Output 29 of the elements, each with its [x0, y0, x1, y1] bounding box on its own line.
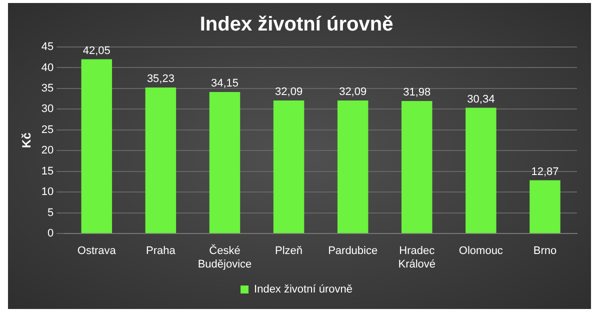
y-tick-label: 30 [41, 103, 54, 116]
x-tick-label: Hradec Králové [398, 245, 436, 270]
y-tick-label: 35 [41, 82, 54, 94]
y-tick-label: 20 [41, 144, 54, 157]
text: 12,87 [531, 166, 559, 178]
text: 30,34 [467, 93, 495, 106]
text: 31,98 [403, 86, 431, 99]
y-tick-label: 15 [41, 165, 54, 178]
y-tick-label: 5 [48, 206, 54, 219]
y-tick-label: 45 [41, 41, 54, 54]
x-tick-label: Brno [533, 245, 557, 258]
text: 42,05 [82, 44, 110, 57]
x-tick-label: Plzeň [275, 245, 303, 258]
text: 34,15 [210, 78, 239, 90]
x-tick-label: České Budějovice [198, 244, 252, 270]
text: 35,23 [146, 73, 174, 86]
x-tick-label: Olomouc [458, 245, 504, 258]
y-tick-label: 40 [41, 62, 54, 74]
x-tick-label: Praha [146, 245, 176, 258]
y-tick-label: 10 [41, 186, 54, 198]
y-axis-title: Kč [20, 132, 34, 148]
chart-title: Index životní úrovně [200, 14, 394, 36]
x-tick-label: Ostrava [77, 245, 117, 258]
text: 32,09 [275, 86, 303, 98]
legend-label: Index životní úrovně [254, 284, 352, 296]
x-tick-label: Pardubice [328, 245, 378, 258]
y-tick-label: 0 [48, 228, 54, 240]
text: 32,09 [339, 86, 367, 98]
y-tick-label: 25 [41, 124, 54, 136]
